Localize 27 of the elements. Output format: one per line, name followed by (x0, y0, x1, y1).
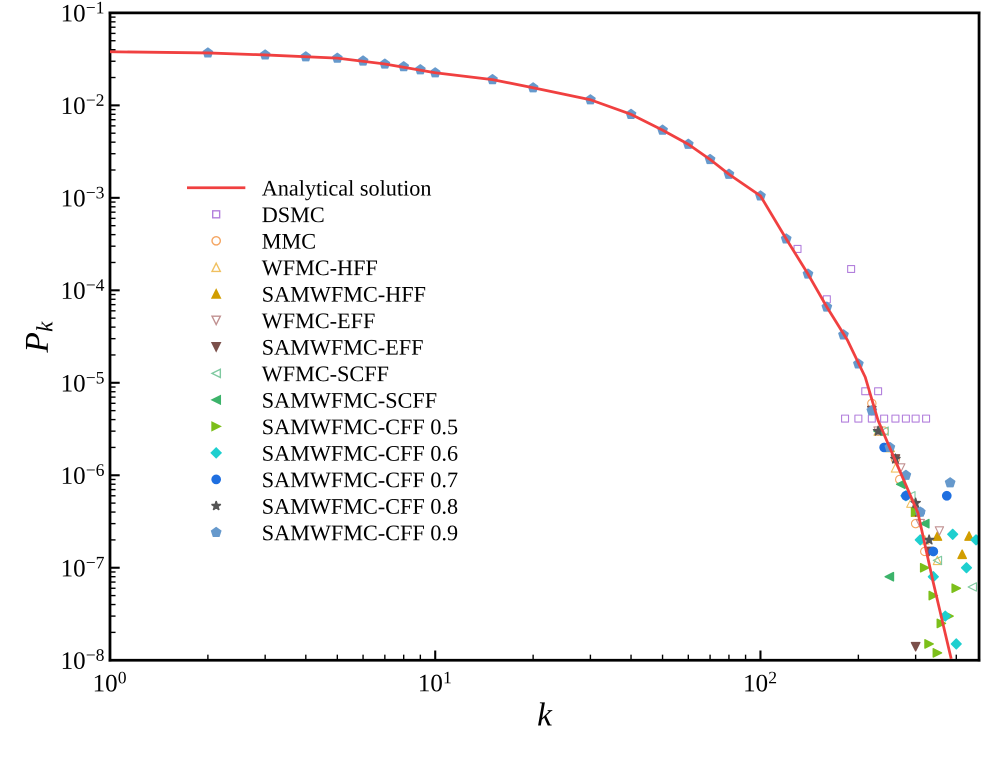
x-tick-label: 10$^{0}$ (94, 672, 126, 692)
legend-label: SAMWFMC-CFF 0.5 (263, 419, 458, 434)
y-tick-label: 10$^{−1}$ (62, 2, 104, 22)
legend-label: SAMWFMC-CFF 0.7 (263, 472, 458, 488)
y-tick-label: 10$^{−3}$ (62, 186, 104, 207)
y-tick-label: 10$^{−7}$ (62, 556, 104, 577)
legend-label: SAMWFMC-CFF 0.6 (263, 446, 458, 462)
y-tick-label: 10$^{−6}$ (62, 464, 104, 484)
legend-label: WFMC-EFF (262, 313, 375, 328)
y-tick-label: 10$^{−4}$ (62, 279, 104, 300)
x-axis-title: k (538, 702, 552, 726)
legend-label: WFMC-HFF (262, 260, 378, 276)
y-tick-label: 10$^{−2}$ (62, 94, 104, 114)
legend-label: DSMC (262, 207, 324, 222)
x-tick-label: 10$^{1}$ (420, 672, 451, 692)
y-tick-label: 10$^{−5}$ (62, 372, 104, 392)
legend-label: SAMWFMC-HFF (263, 286, 426, 302)
y-axis-title: P$_{k}$ (26, 321, 52, 353)
legend-label: SAMWFMC-CFF 0.8 (263, 498, 458, 514)
y-tick-label: 10$^{−8}$ (62, 649, 104, 670)
x-tick-label: 10$^{2}$ (745, 672, 776, 692)
legend-label: SAMWFMC-SCFF (263, 392, 436, 408)
legend-label: WFMC-SCFF (262, 366, 388, 382)
legend-label: MMC (262, 234, 315, 249)
legend-label: SAMWFMC-CFF 0.9 (263, 525, 458, 541)
legend-label: Analytical solution (262, 180, 432, 200)
legend-label: SAMWFMC-EFF (263, 340, 423, 355)
